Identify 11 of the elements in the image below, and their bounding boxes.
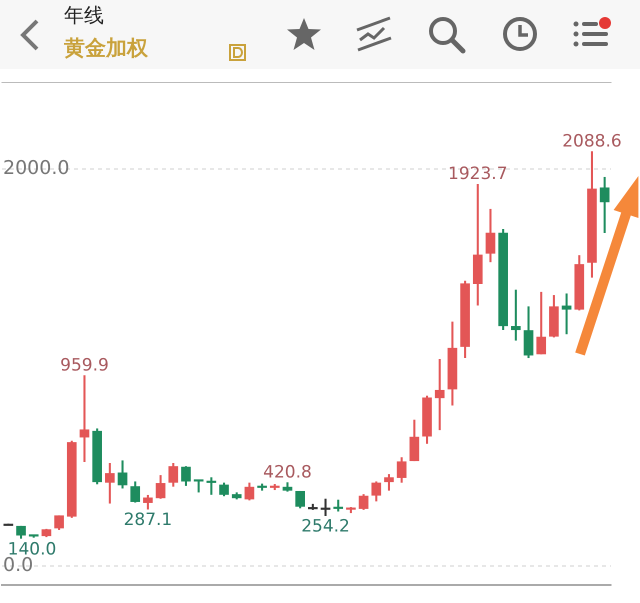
annotation: 287.1	[124, 510, 172, 530]
annotation: 959.9	[60, 356, 109, 376]
chart-subtitle: 黄金加权	[64, 35, 148, 62]
annotation: 2088.6	[562, 131, 622, 152]
candlestick	[511, 290, 521, 341]
y-tick-label: 0.0	[3, 554, 34, 576]
annotation: 420.8	[263, 462, 312, 483]
annotation: 1923.7	[448, 164, 508, 184]
chart-title: 年线	[64, 2, 104, 29]
annotation: 254.2	[301, 516, 350, 537]
y-tick-label: 2000.0	[3, 157, 70, 180]
